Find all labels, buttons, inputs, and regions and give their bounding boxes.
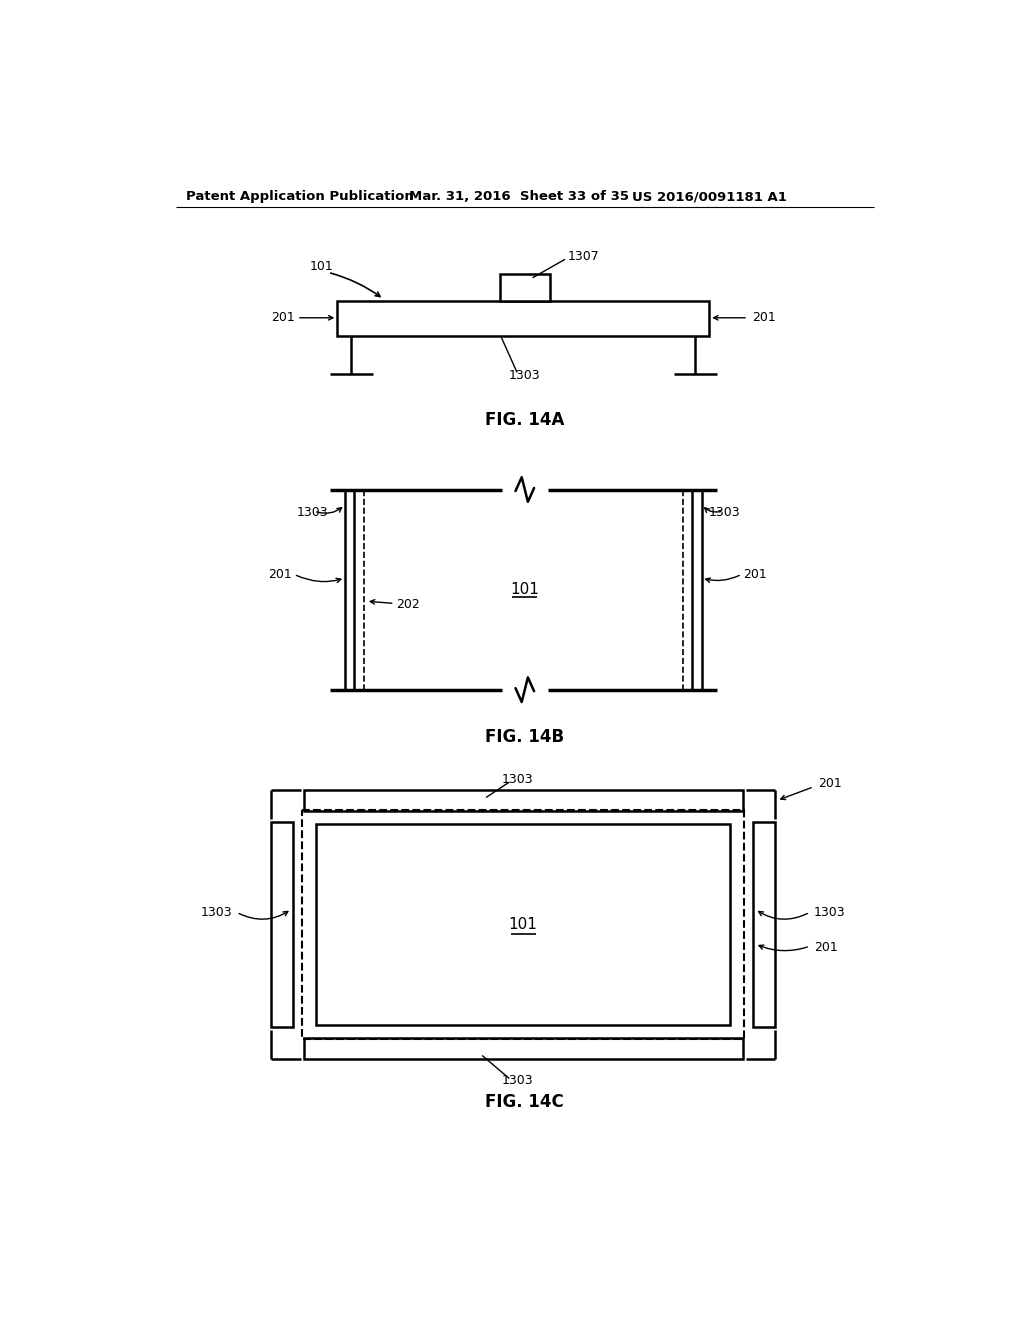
Text: 202: 202 [396, 598, 420, 611]
Text: 1303: 1303 [297, 506, 329, 519]
Text: 1303: 1303 [509, 370, 541, 381]
Text: US 2016/0091181 A1: US 2016/0091181 A1 [632, 190, 786, 203]
Bar [302, 810, 744, 1039]
Text: 1303: 1303 [201, 907, 232, 920]
Text: Mar. 31, 2016  Sheet 33 of 35: Mar. 31, 2016 Sheet 33 of 35 [410, 190, 630, 203]
Text: 201: 201 [814, 941, 838, 954]
Text: FIG. 14B: FIG. 14B [485, 729, 564, 746]
Text: 201: 201 [271, 312, 295, 325]
Text: 201: 201 [743, 568, 767, 581]
Bar [337, 301, 710, 335]
Text: 1303: 1303 [501, 1074, 532, 1088]
Text: 101: 101 [509, 917, 538, 932]
Text: FIG. 14A: FIG. 14A [485, 412, 564, 429]
Text: FIG. 14C: FIG. 14C [485, 1093, 564, 1110]
Bar [316, 824, 730, 1026]
Bar [754, 822, 775, 1027]
Text: 201: 201 [268, 568, 292, 581]
Text: Patent Application Publication: Patent Application Publication [186, 190, 414, 203]
Bar [304, 1038, 742, 1059]
Text: 201: 201 [818, 777, 842, 791]
Text: 1303: 1303 [709, 506, 740, 519]
Text: 1307: 1307 [567, 251, 599, 264]
Text: 1303: 1303 [814, 907, 846, 920]
Bar [271, 822, 293, 1027]
Text: 101: 101 [310, 260, 334, 273]
Text: 1303: 1303 [501, 772, 532, 785]
Text: 101: 101 [510, 582, 540, 597]
Text: 201: 201 [752, 312, 775, 325]
Bar [304, 789, 742, 812]
Bar [500, 275, 550, 301]
